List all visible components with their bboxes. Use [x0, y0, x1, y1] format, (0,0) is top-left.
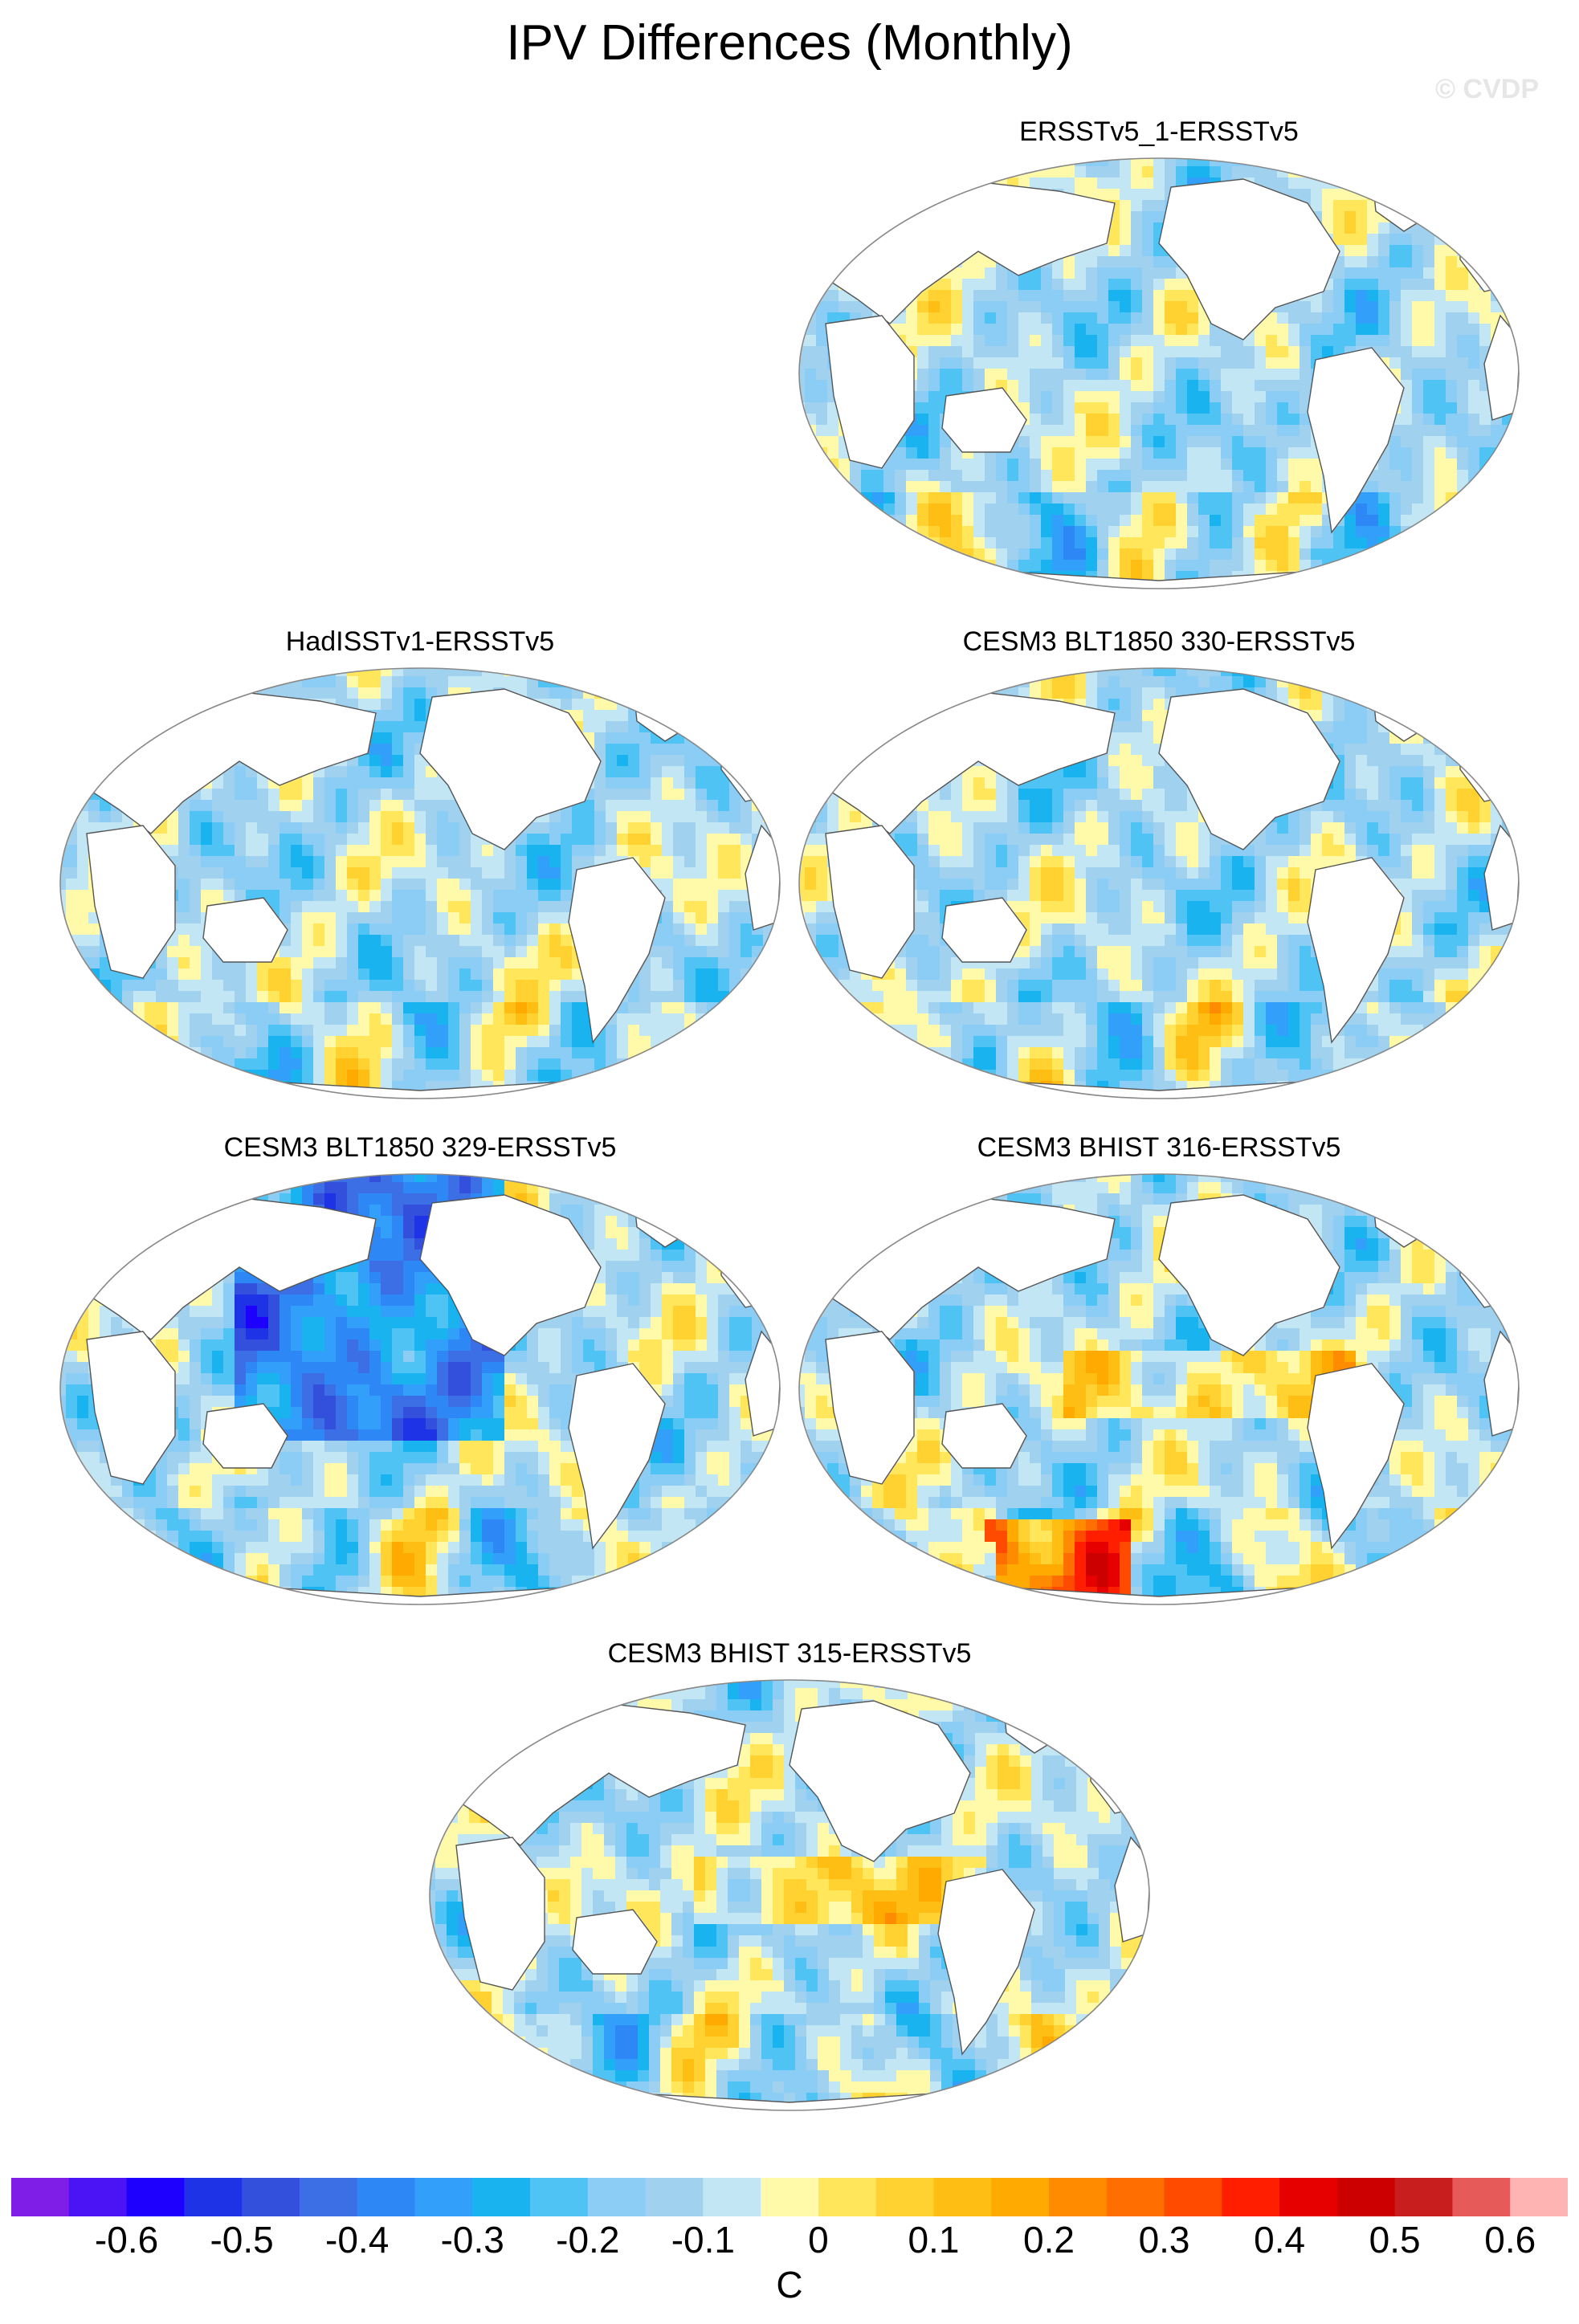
colorbar-swatch [587, 2178, 647, 2216]
colorbar-swatch [126, 2178, 185, 2216]
colorbar-tick-label: 0.6 [1484, 2219, 1536, 2261]
colorbar-tick-label: -0.3 [440, 2219, 504, 2261]
colorbar-swatch [1049, 2178, 1108, 2216]
colorbar-swatch [818, 2178, 877, 2216]
map-boundary [798, 667, 1520, 1099]
colorbar-swatch [1222, 2178, 1280, 2216]
colorbar-tick-label: -0.6 [94, 2219, 159, 2261]
colorbar-swatch [933, 2178, 992, 2216]
map-boundary [59, 1173, 781, 1605]
colorbar-swatch [1452, 2178, 1511, 2216]
colorbar-swatch [357, 2178, 416, 2216]
colorbar-tick-label: -0.2 [556, 2219, 620, 2261]
map-panel-1: ERSSTv5_1-ERSSTv5 [794, 116, 1524, 598]
colorbar-swatch [991, 2178, 1050, 2216]
watermark-text: © CVDP [1435, 74, 1539, 104]
colorbar-swatch [1279, 2178, 1338, 2216]
colorbar-swatch [68, 2178, 128, 2216]
robinson-map [59, 667, 781, 1099]
panel-title: CESM3 BHIST 315-ERSSTv5 [607, 1638, 972, 1669]
colorbar-tick-label: -0.1 [671, 2219, 735, 2261]
colorbar-swatch [761, 2178, 819, 2216]
map-boundary [429, 1679, 1150, 2111]
panel-title: ERSSTv5_1-ERSSTv5 [1019, 116, 1299, 147]
colorbar-swatch [703, 2178, 761, 2216]
map-panel-3: CESM3 BLT1850 330-ERSSTv5 [794, 626, 1524, 1108]
panel-title: HadISSTv1-ERSSTv5 [285, 626, 555, 657]
robinson-map [429, 1679, 1150, 2111]
map-boundary [798, 157, 1520, 589]
map-panel-2: HadISSTv1-ERSSTv5 [55, 626, 785, 1108]
land-mask [801, 170, 1519, 589]
panel-title: CESM3 BHIST 316-ERSSTv5 [977, 1132, 1341, 1163]
map-panel-5: CESM3 BHIST 316-ERSSTv5 [794, 1132, 1524, 1614]
colorbar-tick-label: 0.2 [1023, 2219, 1075, 2261]
colorbar [11, 2178, 1568, 2216]
colorbar-swatch [184, 2178, 243, 2216]
colorbar-swatch [299, 2178, 358, 2216]
colorbar-tick-label: 0 [808, 2219, 829, 2261]
robinson-map [59, 1173, 781, 1605]
panel-title: CESM3 BLT1850 329-ERSSTv5 [223, 1132, 617, 1163]
colorbar-swatch [1394, 2178, 1454, 2216]
colorbar-swatch [645, 2178, 704, 2216]
robinson-map [798, 1173, 1520, 1605]
colorbar-swatch [1510, 2178, 1568, 2216]
colorbar-swatch [472, 2178, 531, 2216]
colorbar-swatch [1164, 2178, 1222, 2216]
panel-title: CESM3 BLT1850 330-ERSSTv5 [962, 626, 1356, 657]
map-panel-4: CESM3 BLT1850 329-ERSSTv5 [55, 1132, 785, 1614]
colorbar-swatch [875, 2178, 935, 2216]
colorbar-tick-label: -0.4 [325, 2219, 390, 2261]
colorbar-swatch [11, 2178, 70, 2216]
map-panel-6: CESM3 BHIST 315-ERSSTv5 [424, 1638, 1155, 2120]
colorbar-swatch [1106, 2178, 1165, 2216]
colorbar-tick-label: -0.5 [210, 2219, 274, 2261]
figure-title: IPV Differences (Monthly) [506, 15, 1073, 71]
colorbar-tick-label: 0.4 [1254, 2219, 1306, 2261]
map-boundary [798, 1173, 1520, 1605]
colorbar-unit-label: C [776, 2264, 803, 2306]
colorbar-swatch [530, 2178, 589, 2216]
colorbar-tick-label: 0.3 [1138, 2219, 1190, 2261]
colorbar-tick-label: 0.5 [1369, 2219, 1421, 2261]
colorbar-swatch [242, 2178, 300, 2216]
robinson-map [798, 157, 1520, 589]
map-boundary [59, 667, 781, 1099]
colorbar-swatch [1336, 2178, 1396, 2216]
colorbar-tick-label: 0.1 [908, 2219, 960, 2261]
colorbar-swatch [414, 2178, 473, 2216]
robinson-map [798, 667, 1520, 1099]
